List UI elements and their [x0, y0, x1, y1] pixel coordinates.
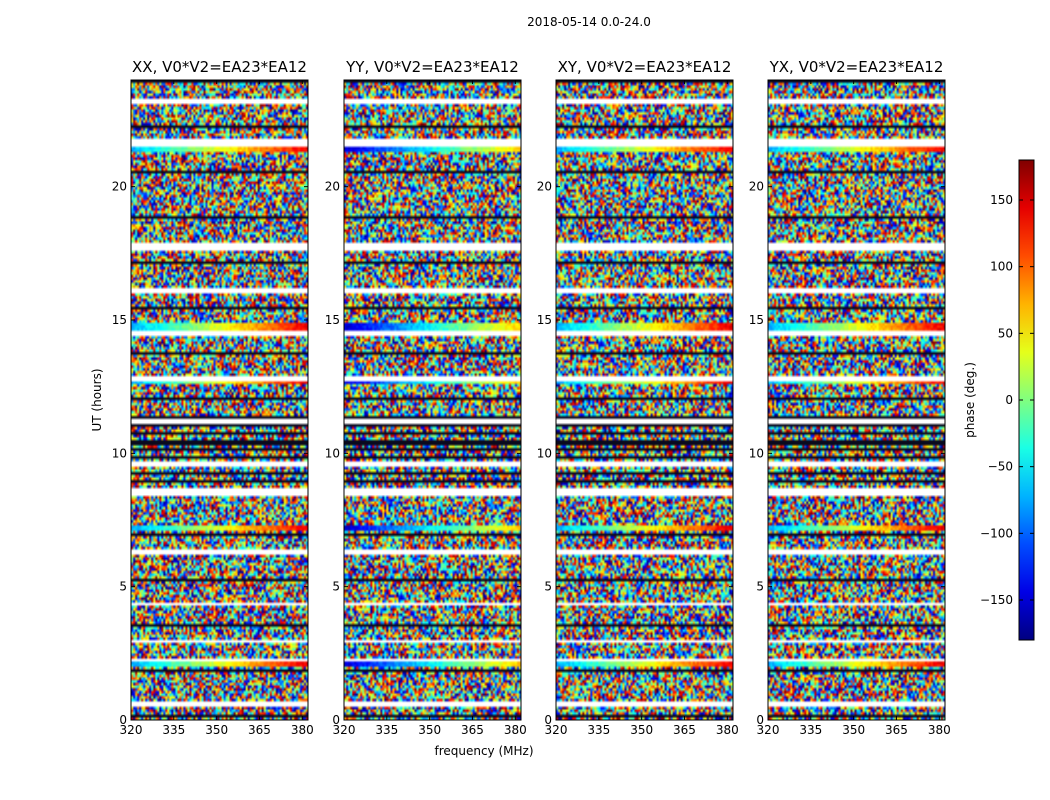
x-tick-label: 350: [630, 723, 653, 737]
panels-group: XX, V0*V2=EA23*EA12 320 335 350 365 380 0 5 10 15…: [112, 58, 951, 737]
x-tick-label: 365: [248, 723, 271, 737]
colorbar-tick-label: 50: [998, 326, 1013, 340]
x-tick-label: 380: [928, 723, 951, 737]
x-tick-label: 380: [504, 723, 527, 737]
colorbar-tick-label: 0: [1005, 393, 1013, 407]
colorbar-label: phase (deg.): [963, 362, 977, 438]
panel-title-4: YX, V0*V2=EA23*EA12: [769, 58, 944, 76]
y-tick-label: 0: [332, 713, 340, 727]
x-tick-label: 350: [842, 723, 865, 737]
colorbar: −150 −100 −50 0 50 100 150: [980, 159, 1035, 641]
panel-frame-3: [555, 79, 734, 721]
y-tick-label: 0: [544, 713, 552, 727]
y-tick-label: 20: [537, 180, 552, 194]
colorbar-tick-label: −100: [980, 526, 1013, 540]
panel-1: XX, V0*V2=EA23*EA12 320 335 350 365 380 0 5 10 15…: [112, 58, 314, 737]
phase-heatmap-2: [344, 80, 521, 720]
y-tick-label: 10: [537, 446, 552, 460]
y-tick-label: 5: [544, 580, 552, 594]
phase-heatmap-4: [768, 80, 945, 720]
y-tick-label: 10: [112, 446, 127, 460]
x-tick-label: 320: [120, 723, 143, 737]
panel-title-2: YY, V0*V2=EA23*EA12: [345, 58, 519, 76]
panel-frame-4: [767, 79, 946, 721]
x-axis-label: frequency (MHz): [434, 744, 533, 758]
panel-frame-2: [343, 79, 522, 721]
x-tick-label: 365: [885, 723, 908, 737]
y-tick-label: 15: [112, 313, 127, 327]
y-tick-label: 20: [749, 180, 764, 194]
colorbar-tick-label: 100: [990, 260, 1013, 274]
y-tick-label: 5: [756, 580, 764, 594]
y-tick-label: 10: [749, 446, 764, 460]
y-tick-label: 20: [325, 180, 340, 194]
panel-3: XY, V0*V2=EA23*EA12 320 335 350 365 380 0 5 10 15…: [537, 58, 739, 737]
y-tick-label: 10: [325, 446, 340, 460]
x-tick-label: 335: [587, 723, 610, 737]
phase-heatmap-1: [131, 80, 308, 720]
x-tick-label: 350: [418, 723, 441, 737]
y-tick-label: 0: [756, 713, 764, 727]
phase-heatmap-3: [556, 80, 733, 720]
x-tick-label: 365: [673, 723, 696, 737]
y-tick-label: 0: [119, 713, 127, 727]
x-tick-label: 335: [799, 723, 822, 737]
y-tick-label: 5: [332, 580, 340, 594]
y-tick-label: 5: [119, 580, 127, 594]
y-tick-label: 15: [537, 313, 552, 327]
x-tick-label: 365: [461, 723, 484, 737]
x-tick-label: 335: [375, 723, 398, 737]
x-tick-label: 320: [545, 723, 568, 737]
figure-suptitle: 2018-05-14 0.0-24.0: [527, 15, 651, 29]
x-tick-label: 380: [291, 723, 314, 737]
y-axis-label: UT (hours): [90, 368, 104, 431]
x-tick-label: 350: [205, 723, 228, 737]
panel-2: YY, V0*V2=EA23*EA12 320 335 350 365 380 0 5 10 15…: [325, 58, 527, 737]
colorbar-tick-label: 150: [990, 193, 1013, 207]
x-tick-label: 335: [162, 723, 185, 737]
panel-4: YX, V0*V2=EA23*EA12 320 335 350 365 380 0 5 10 15…: [749, 58, 951, 737]
x-tick-label: 320: [757, 723, 780, 737]
y-tick-label: 15: [325, 313, 340, 327]
colorbar-tick-label: −150: [980, 593, 1013, 607]
y-tick-label: 15: [749, 313, 764, 327]
x-tick-label: 380: [716, 723, 739, 737]
panel-title-3: XY, V0*V2=EA23*EA12: [558, 58, 732, 76]
panel-title-1: XX, V0*V2=EA23*EA12: [132, 58, 307, 76]
y-tick-label: 20: [112, 180, 127, 194]
panel-frame-1: [130, 79, 309, 721]
x-tick-label: 320: [333, 723, 356, 737]
colorbar-tick-label: −50: [988, 460, 1013, 474]
